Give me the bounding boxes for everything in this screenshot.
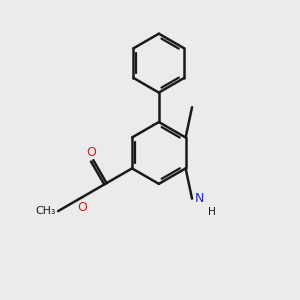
Text: N: N bbox=[195, 192, 204, 205]
Text: H: H bbox=[208, 207, 216, 217]
Text: O: O bbox=[77, 201, 87, 214]
Text: O: O bbox=[86, 146, 96, 159]
Text: CH₃: CH₃ bbox=[35, 206, 56, 216]
